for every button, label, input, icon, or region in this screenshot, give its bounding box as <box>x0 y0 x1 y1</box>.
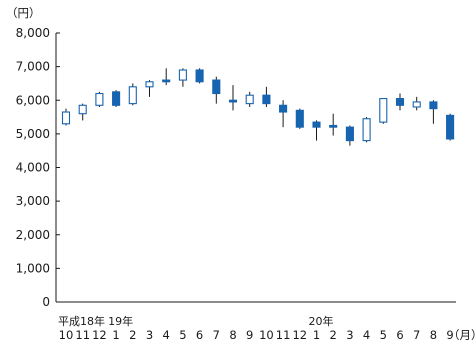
x-tick-label: 2 <box>129 328 136 342</box>
x-tick-labels: 10 11 12 1 2 3 4 5 6 7 8 9 10 11 12 1 2 3 4 5 6 7 8 9 <box>59 328 454 342</box>
y-axis-unit-label: （円） <box>6 6 41 20</box>
candle <box>379 98 388 124</box>
x-tick-label: 9 <box>446 328 453 342</box>
candle-body-up <box>379 98 388 123</box>
y-tick-label: 4,000 <box>16 161 50 175</box>
x-tick-label: 6 <box>196 328 203 342</box>
x-tick-label: 1 <box>313 328 320 342</box>
candle <box>212 76 221 104</box>
candle <box>112 90 121 107</box>
x-tick-label: 4 <box>163 328 170 342</box>
candle <box>195 68 204 84</box>
x-tick-label: 7 <box>213 328 220 342</box>
candle <box>162 68 171 86</box>
x-tick-label: 11 <box>75 328 90 342</box>
candle <box>61 108 71 126</box>
candle <box>78 103 87 121</box>
candle <box>245 91 254 107</box>
candle-body-down <box>429 101 438 110</box>
candle <box>446 113 455 141</box>
candle <box>395 93 405 111</box>
y-tick-label: 0 <box>42 295 50 309</box>
x-tick-label: 11 <box>276 328 291 342</box>
candle <box>228 85 238 111</box>
candle-body-down <box>329 124 338 128</box>
x-tick-label: 2 <box>330 328 337 342</box>
candle <box>345 125 354 146</box>
x-tick-label: 12 <box>292 328 307 342</box>
candle-body-up <box>362 118 371 142</box>
candle-body-down <box>262 94 271 105</box>
candle-body-up <box>178 69 187 81</box>
candle-body-down <box>295 109 304 128</box>
candle <box>145 80 154 97</box>
y-tick-label: 3,000 <box>16 194 50 208</box>
candle-body-up <box>412 101 421 108</box>
candle <box>178 68 187 87</box>
candle <box>429 100 438 124</box>
x-tick-label: 7 <box>413 328 420 342</box>
y-tick-label: 1,000 <box>16 261 50 275</box>
y-tick-label: 2,000 <box>16 228 50 242</box>
candle-body-down <box>228 99 238 103</box>
x-tick-label: 3 <box>346 328 353 342</box>
candle-body-up <box>95 92 104 106</box>
candle <box>329 113 338 136</box>
x-tick-label: 9 <box>246 328 253 342</box>
x-tick-label: 4 <box>363 328 370 342</box>
x-tick-label: 8 <box>229 328 236 342</box>
x-tick-label: 10 <box>259 328 274 342</box>
candle <box>95 91 104 107</box>
x-tick-label: 5 <box>380 328 387 342</box>
candle <box>362 117 371 143</box>
x-tick-label: 3 <box>146 328 153 342</box>
candle-body-up <box>78 104 87 115</box>
candle-body-up <box>128 86 137 105</box>
y-tick-label: 7,000 <box>16 60 50 74</box>
candle-body-up <box>245 94 254 105</box>
era-label: 19年 <box>108 314 133 328</box>
candle-body-down <box>112 91 121 106</box>
y-tick-label: 5,000 <box>16 127 50 141</box>
candle-body-down <box>312 121 321 128</box>
candle-body-down <box>195 69 204 83</box>
x-tick-label: 8 <box>430 328 437 342</box>
candle <box>128 83 137 106</box>
candle <box>295 108 304 129</box>
era-label: 20年 <box>309 314 334 328</box>
x-tick-label: 6 <box>396 328 403 342</box>
candles-group <box>61 68 455 146</box>
candle-body-down <box>212 79 221 95</box>
candle <box>262 86 271 107</box>
x-tick-label: 5 <box>179 328 186 342</box>
y-tick-label: 8,000 <box>16 26 50 40</box>
candle-body-down <box>279 104 288 113</box>
x-axis-unit-label: （月） <box>448 328 476 342</box>
x-tick-label: 10 <box>59 328 74 342</box>
candle <box>279 100 288 128</box>
candle <box>412 96 421 111</box>
candle-body-down <box>162 79 171 83</box>
x-tick-label: 12 <box>92 328 107 342</box>
candle-body-down <box>395 98 405 106</box>
candle-body-down <box>446 114 455 140</box>
x-tick-label: 1 <box>112 328 119 342</box>
candle <box>312 120 321 141</box>
candle-body-up <box>145 81 154 88</box>
y-tick-label: 6,000 <box>16 93 50 107</box>
era-labels: 平成18年 19年 20年 <box>58 314 334 328</box>
era-label: 平成18年 <box>58 314 105 328</box>
candle-body-up <box>61 111 71 125</box>
candle-body-down <box>345 126 354 142</box>
y-axis: 0 1,000 2,000 3,000 4,000 5,000 6,000 7,000 8,00… <box>16 26 60 309</box>
